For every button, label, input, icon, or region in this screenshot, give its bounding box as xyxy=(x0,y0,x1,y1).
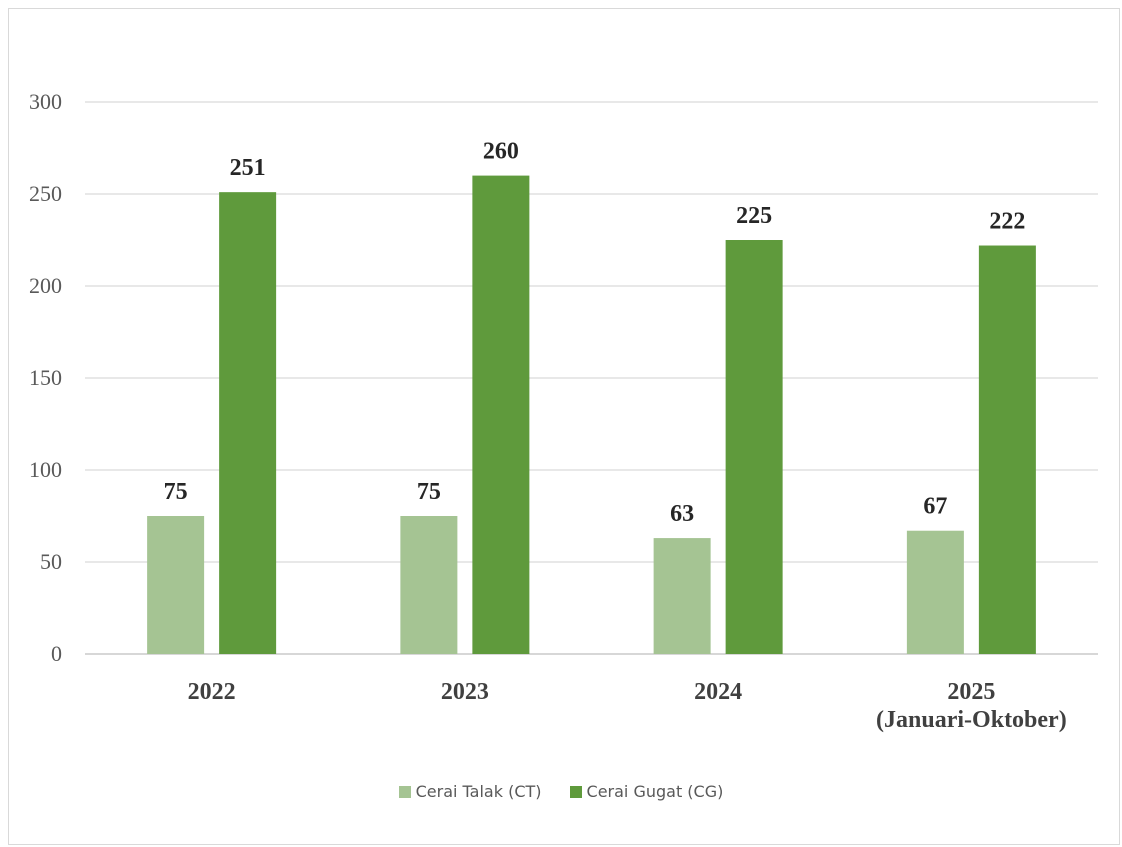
bars xyxy=(147,175,1036,654)
legend-swatch-cg xyxy=(569,785,582,798)
y-axis-ticks: 0 50 100 150 200 250 300 xyxy=(29,89,62,666)
data-label-ct-2: 63 xyxy=(670,501,694,527)
bar-ct-3 xyxy=(906,530,964,654)
legend: Cerai Talak (CT) Cerai Gugat (CG) xyxy=(0,782,1122,801)
legend-item-cg: Cerai Gugat (CG) xyxy=(569,782,724,801)
bar-cg-1 xyxy=(472,175,530,654)
y-tick-label: 150 xyxy=(29,365,62,390)
bar-ct-2 xyxy=(653,538,711,654)
data-label-cg-2: 225 xyxy=(736,203,772,229)
y-tick-label: 250 xyxy=(29,181,62,206)
category-label-0: 2022 xyxy=(188,679,236,705)
bar-ct-1 xyxy=(400,516,458,654)
legend-label-ct: Cerai Talak (CT) xyxy=(415,782,542,801)
category-label-1: 2023 xyxy=(441,679,489,705)
x-axis-categories: 2022 2023 2024 2025(Januari-Oktober) xyxy=(188,679,1067,733)
bar-ct-0 xyxy=(147,516,205,654)
data-label-cg-0: 251 xyxy=(230,155,266,181)
legend-swatch-ct xyxy=(398,785,411,798)
y-tick-label: 100 xyxy=(29,457,62,482)
category-label-3: (Januari-Oktober) xyxy=(876,707,1067,733)
y-tick-label: 50 xyxy=(40,549,62,574)
data-label-ct-1: 75 xyxy=(417,479,441,505)
category-label-3: 2025 xyxy=(947,679,995,705)
y-tick-label: 0 xyxy=(51,641,62,666)
bar-cg-2 xyxy=(725,240,783,654)
data-label-ct-0: 75 xyxy=(164,479,188,505)
chart-frame xyxy=(8,8,1120,845)
data-label-cg-3: 222 xyxy=(989,209,1025,235)
y-tick-label: 300 xyxy=(29,89,62,114)
y-tick-label: 200 xyxy=(29,273,62,298)
data-label-ct-3: 67 xyxy=(923,494,947,520)
category-label-2: 2024 xyxy=(694,679,742,705)
bar-cg-3 xyxy=(978,245,1036,654)
data-label-cg-1: 260 xyxy=(483,139,519,165)
data-labels: 75 251 75 260 63 225 67 222 xyxy=(164,139,1026,527)
legend-label-cg: Cerai Gugat (CG) xyxy=(586,782,724,801)
legend-item-ct: Cerai Talak (CT) xyxy=(398,782,542,801)
bar-cg-0 xyxy=(219,192,277,654)
